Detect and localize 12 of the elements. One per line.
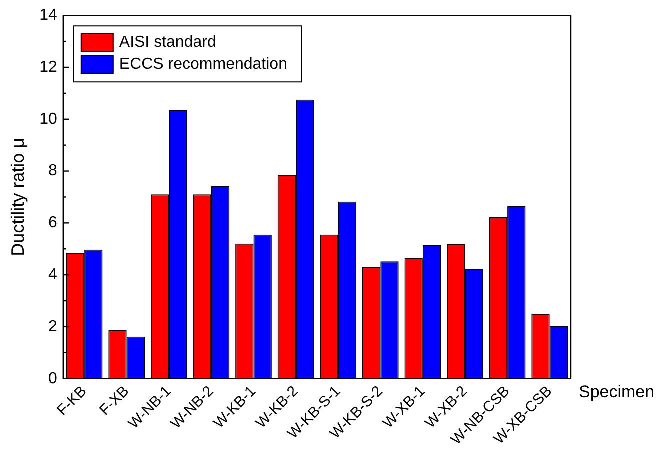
- x-axis-title: Specimen: [579, 382, 655, 402]
- legend-label: AISI standard: [119, 34, 216, 52]
- y-tick-label: 12: [40, 58, 58, 76]
- y-tick-label: 14: [40, 7, 58, 24]
- legend-label: ECCS recommendation: [119, 56, 288, 74]
- y-tick-label: 2: [48, 318, 58, 336]
- y-tick-label: 6: [48, 214, 58, 232]
- y-axis-title: Ductility ratio μ: [8, 138, 28, 256]
- y-tick-label: 8: [48, 162, 58, 180]
- y-tick-label: 10: [40, 110, 58, 128]
- y-tick-label: 4: [48, 266, 58, 284]
- y-tick-label: 0: [48, 370, 58, 388]
